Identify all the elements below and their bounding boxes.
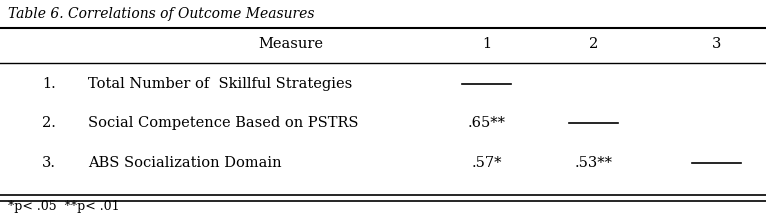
Text: 2: 2 — [589, 37, 598, 51]
Text: Table 6. Correlations of Outcome Measures: Table 6. Correlations of Outcome Measure… — [8, 7, 314, 21]
Text: .57*: .57* — [471, 156, 502, 170]
Text: Social Competence Based on PSTRS: Social Competence Based on PSTRS — [88, 116, 358, 130]
Text: Measure: Measure — [259, 37, 323, 51]
Text: .53**: .53** — [574, 156, 613, 170]
Text: 1: 1 — [482, 37, 491, 51]
Text: .65**: .65** — [467, 116, 506, 130]
Text: ABS Socialization Domain: ABS Socialization Domain — [88, 156, 282, 170]
Text: 3.: 3. — [42, 156, 56, 170]
Text: Total Number of  Skillful Strategies: Total Number of Skillful Strategies — [88, 77, 352, 91]
Text: 3: 3 — [712, 37, 721, 51]
Text: *p< .05  **p< .01: *p< .05 **p< .01 — [8, 200, 119, 213]
Text: 1.: 1. — [42, 77, 56, 91]
Text: 2.: 2. — [42, 116, 56, 130]
